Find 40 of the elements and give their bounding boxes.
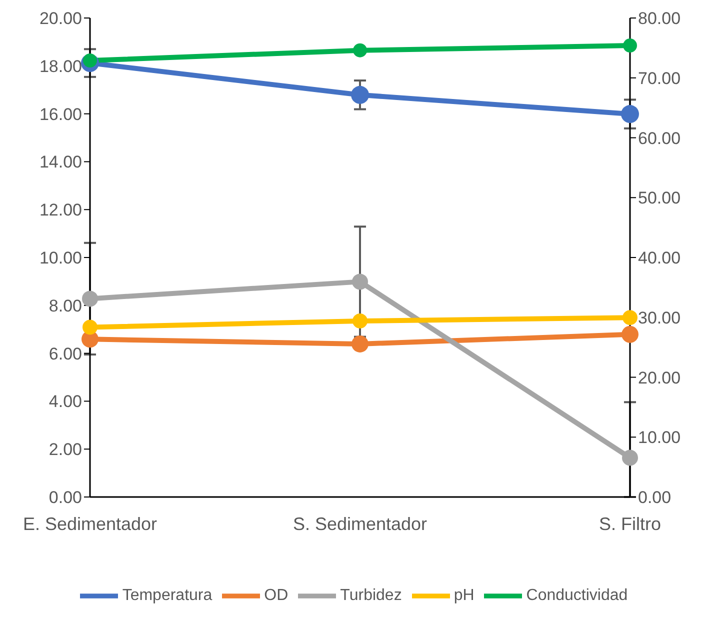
y-tick-label: 18.00 <box>39 56 82 76</box>
x-tick-label: S. Sedimentador <box>292 514 428 534</box>
y-tick-label: 0.00 <box>48 488 82 508</box>
point <box>353 43 367 58</box>
legend-label: Turbidez <box>340 587 402 604</box>
legend-label: Conductividad <box>526 587 628 604</box>
y2-tick-label: 70.00 <box>638 68 681 88</box>
point <box>622 310 638 326</box>
point <box>351 86 369 104</box>
y-tick-label: 4.00 <box>48 392 82 412</box>
legend-label: OD <box>264 587 288 604</box>
y-tick-label: 10.00 <box>39 248 82 268</box>
y2-tick-label: 10.00 <box>638 428 681 448</box>
y-tick-label: 16.00 <box>39 104 82 124</box>
y2-tick-label: 60.00 <box>638 128 681 148</box>
point <box>352 313 368 328</box>
point <box>622 326 638 343</box>
y-tick-label: 6.00 <box>48 344 82 364</box>
y2-tick-label: 30.00 <box>638 308 681 328</box>
y2-tick-label: 80.00 <box>638 9 681 28</box>
y2-tick-label: 50.00 <box>638 188 681 208</box>
legend-label: pH <box>454 587 474 604</box>
point <box>82 290 98 307</box>
point <box>622 450 638 466</box>
y-tick-label: 14.00 <box>39 152 82 172</box>
point <box>352 274 368 290</box>
point <box>623 38 637 53</box>
y2-tick-label: 0.00 <box>638 488 672 508</box>
y-tick-label: 2.00 <box>48 440 82 460</box>
y-tick-label: 20.00 <box>39 9 82 28</box>
x-tick-label: S. Filtro <box>598 514 662 534</box>
point <box>352 335 368 352</box>
y2-tick-label: 20.00 <box>638 368 681 388</box>
point <box>621 105 639 124</box>
y-tick-label: 8.00 <box>48 296 82 316</box>
x-tick-label: E. Sedimentador <box>22 514 158 534</box>
y-tick-label: 12.00 <box>39 200 82 220</box>
y2-tick-label: 40.00 <box>638 248 681 268</box>
legend-label: Temperatura <box>122 587 212 604</box>
point <box>82 320 98 335</box>
